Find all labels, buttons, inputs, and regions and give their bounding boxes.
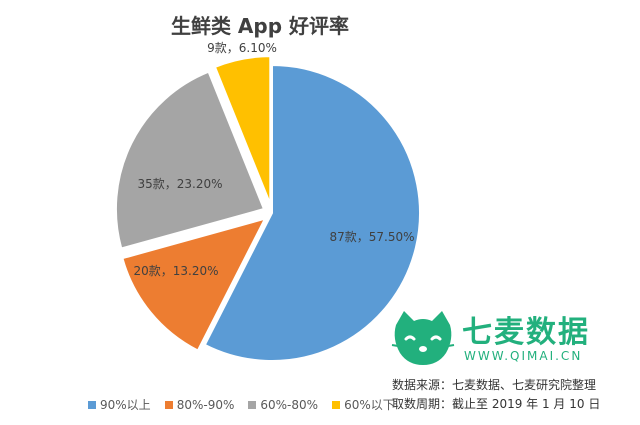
legend-swatch [248,400,257,409]
data-source-note: 数据来源：七麦数据、七麦研究院整理 取数周期：截止至 2019 年 1 月 10… [392,376,600,414]
source-line-1: 数据来源：七麦数据、七麦研究院整理 [392,378,597,392]
legend-swatch [332,400,341,409]
slice-data-label-4: 9款，6.10% [207,41,277,55]
legend-item-4: 60%以下 [332,396,395,413]
slice-data-label-3: 35款，23.20% [137,177,222,191]
pie-slice-3 [114,70,266,250]
slice-data-label-1: 87款，57.50% [329,230,414,244]
pie-slice-2 [121,217,267,352]
pie-slice-1 [203,63,421,362]
legend-swatch [88,400,96,409]
pie-slice-4 [213,55,272,205]
chart-legend: 90%以上 80%-90% 60%-80% 60%以下 [88,396,395,413]
logo-brand-text: 七麦数据 [462,315,590,350]
legend-item-3: 60%-80% [248,396,318,413]
source-line-2: 取数周期：截止至 2019 年 1 月 10 日 [392,397,601,411]
cat-icon [391,311,455,365]
chart-title: 生鲜类 App 好评率 [170,14,350,38]
logo-url-text: WWW.QIMAI.CN [464,349,583,363]
legend-label: 60%-80% [260,397,319,412]
qimai-logo: 七麦数据 WWW.QIMAI.CN [388,305,628,375]
legend-item-2: 80%-90% [164,396,235,413]
legend-label: 60%以下 [344,398,395,412]
legend-label: 80%-90% [176,397,235,412]
legend-item-1: 90%以上 [88,396,151,413]
legend-swatch [164,400,173,409]
slice-data-label-2: 20款，13.20% [133,264,218,278]
legend-label: 90%以上 [100,398,151,412]
